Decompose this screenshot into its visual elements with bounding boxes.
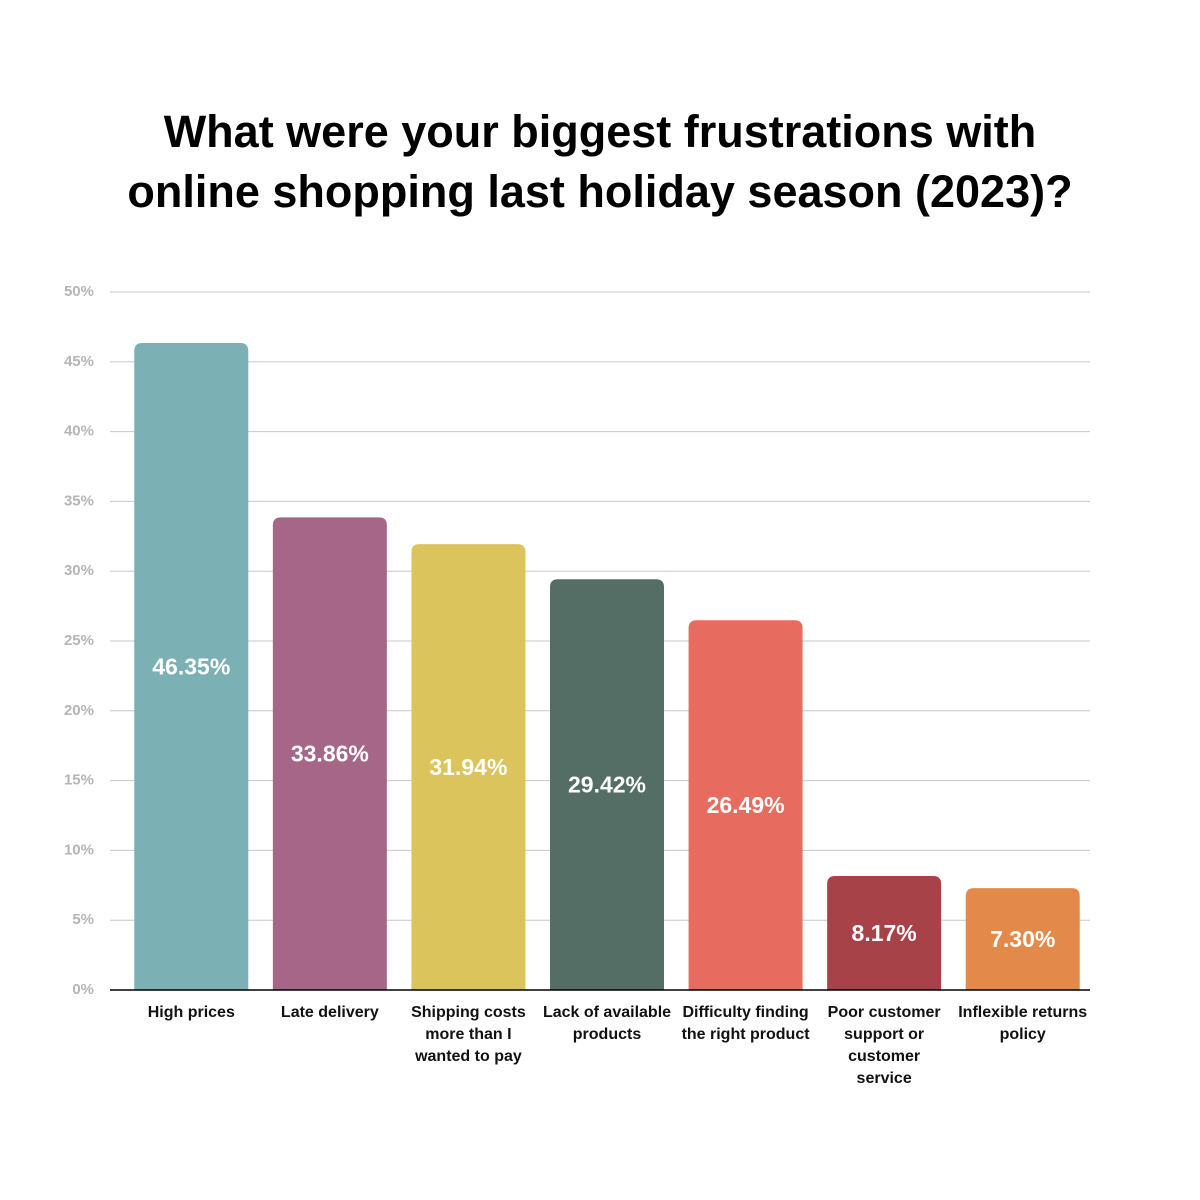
- bar: [688, 620, 803, 990]
- bar: [272, 517, 387, 990]
- bar: [134, 342, 249, 991]
- y-tick-label: 0%: [72, 981, 94, 998]
- x-tick-label: Late delivery: [280, 1004, 379, 1021]
- value-label: 26.49%: [707, 792, 785, 818]
- y-tick-label: 10%: [64, 841, 94, 858]
- value-label: 33.86%: [291, 741, 369, 767]
- y-tick-label: 40%: [64, 423, 94, 440]
- bar: [550, 579, 664, 990]
- value-label: 31.94%: [429, 754, 507, 780]
- x-tick-label: Difficulty finding the right product: [681, 1004, 810, 1043]
- x-tick-label: Shipping costs more than I wanted to pay: [411, 1004, 526, 1065]
- bar: [411, 544, 526, 990]
- y-tick-label: 35%: [64, 492, 94, 509]
- value-label: 8.17%: [852, 920, 917, 946]
- value-label: 29.42%: [568, 772, 646, 798]
- y-tick-label: 45%: [64, 353, 94, 370]
- value-label: 46.35%: [152, 654, 230, 680]
- value-label: 7.30%: [990, 926, 1055, 952]
- y-tick-label: 15%: [64, 772, 94, 789]
- x-tick-label: High prices: [147, 1004, 235, 1021]
- y-tick-label: 5%: [72, 911, 94, 928]
- x-tick-label: Poor customer support or customer servic…: [827, 1004, 941, 1087]
- bar: [827, 875, 942, 990]
- y-tick-label: 30%: [64, 562, 94, 579]
- x-tick-label: Lack of available products: [542, 1004, 672, 1043]
- y-tick-label: 20%: [64, 702, 94, 719]
- chart-title: online shopping last holiday season (202…: [127, 166, 1072, 217]
- y-tick-label: 50%: [64, 283, 94, 300]
- bar: [965, 888, 1080, 990]
- x-tick-label: Inflexible returns policy: [958, 1004, 1088, 1043]
- y-tick-label: 25%: [64, 632, 94, 649]
- chart-title: What were your biggest frustrations with: [164, 106, 1037, 157]
